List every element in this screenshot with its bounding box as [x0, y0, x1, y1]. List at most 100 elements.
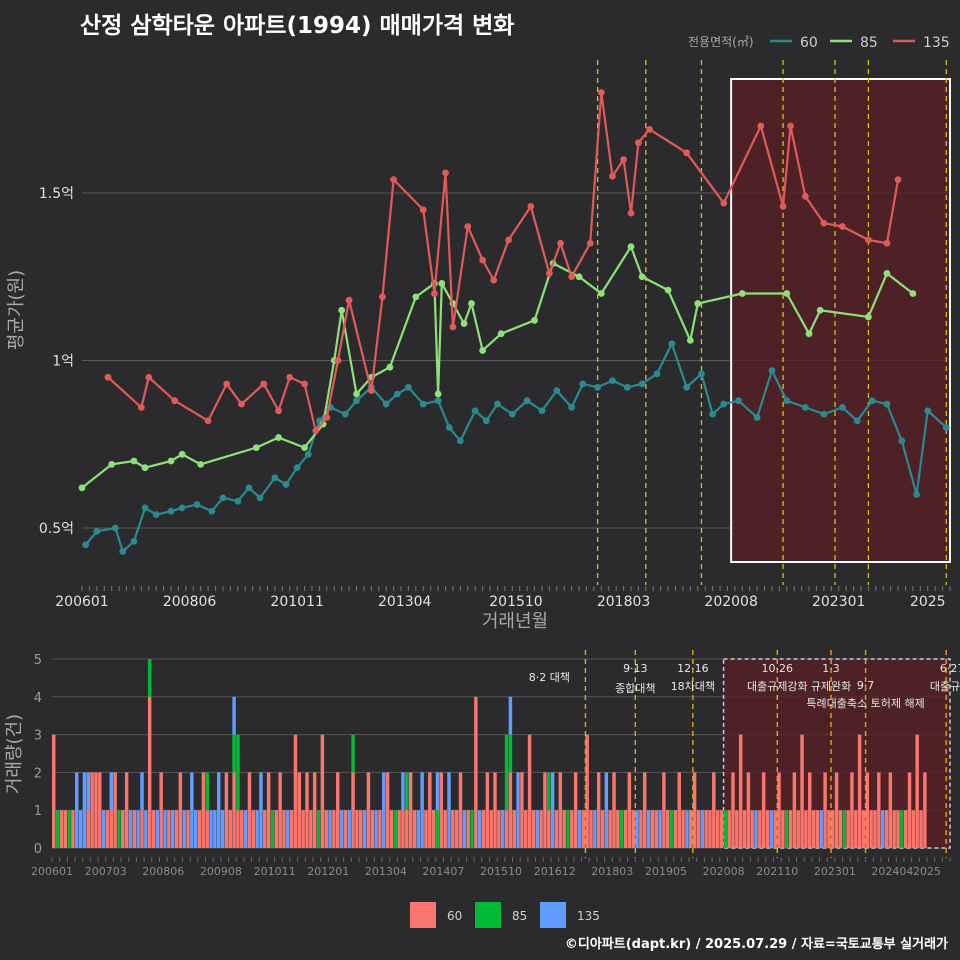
- volume-bar-85: [232, 734, 236, 773]
- volume-bar-60: [493, 772, 497, 848]
- volume-bar-135: [136, 810, 140, 848]
- data-point-60: [942, 424, 950, 431]
- data-point-135: [301, 380, 308, 388]
- volume-bar-60: [466, 810, 470, 848]
- policy-annotation: 10·26: [762, 662, 794, 675]
- volume-bar-60: [827, 810, 831, 848]
- data-point-60: [152, 511, 160, 518]
- volume-bar-135: [374, 810, 378, 848]
- volume-bar-135: [685, 810, 689, 848]
- data-point-85: [386, 363, 394, 371]
- data-point-60: [538, 407, 546, 415]
- data-point-135: [449, 323, 457, 331]
- data-point-135: [286, 373, 294, 381]
- data-point-85: [78, 484, 86, 492]
- volume-bar-60: [892, 810, 896, 848]
- volume-bar-60: [811, 810, 816, 848]
- data-point-60: [898, 437, 906, 445]
- volume-bar-60: [397, 810, 401, 848]
- volume-bar-60: [228, 810, 232, 848]
- data-point-85: [575, 273, 583, 281]
- data-point-135: [171, 397, 179, 405]
- volume-bar-60: [458, 772, 463, 848]
- volume-bar-60: [838, 810, 843, 848]
- data-point-135: [345, 296, 353, 304]
- bar-x-tick-label: 201612: [534, 865, 576, 878]
- volume-bar-60: [696, 810, 701, 848]
- volume-bar-135: [140, 772, 144, 811]
- volume-bar-60: [758, 810, 762, 848]
- data-point-135: [883, 239, 891, 247]
- data-point-60: [208, 507, 216, 515]
- volume-bar-60: [355, 810, 359, 848]
- legend-title: 전용면적(㎡): [688, 35, 754, 49]
- volume-bar-135: [477, 810, 482, 848]
- volume-bar-60: [831, 810, 835, 848]
- volume-bar-85: [435, 810, 440, 848]
- volume-bar-60: [781, 810, 785, 848]
- volume-bar-60: [266, 772, 271, 848]
- volume-bar-135: [163, 810, 167, 848]
- volume-bar-135: [535, 810, 539, 848]
- series-line-135: [107, 91, 900, 432]
- data-point-135: [442, 169, 449, 177]
- bar-x-tick-label: 202008: [703, 865, 745, 878]
- volume-bar-60: [389, 810, 394, 848]
- volume-bar-60: [750, 810, 754, 848]
- volume-bar-135: [109, 772, 114, 811]
- volume-bar-60: [531, 810, 536, 848]
- bar-x-tick-label: 201510: [480, 865, 522, 878]
- data-point-135: [312, 427, 320, 435]
- data-point-135: [464, 223, 472, 230]
- volume-bar-60: [570, 810, 574, 848]
- bar-x-tick-label: 201011: [254, 865, 296, 878]
- volume-bar-85: [405, 772, 409, 811]
- volume-bar-60: [113, 772, 117, 848]
- volume-bar-60: [903, 810, 908, 848]
- data-point-135: [379, 293, 386, 301]
- x-tick-label: 200601: [55, 594, 108, 610]
- data-point-135: [505, 236, 512, 244]
- volume-bar-60: [197, 810, 202, 848]
- data-point-85: [694, 300, 702, 307]
- volume-bar-60: [600, 810, 605, 848]
- data-point-60: [913, 491, 921, 498]
- volume-bar-60: [301, 810, 305, 848]
- volume-bar-60: [654, 810, 658, 848]
- volume-bar-60: [907, 772, 912, 848]
- volume-bar-135: [635, 810, 639, 848]
- bar-x-tick-label: 200703: [85, 865, 127, 878]
- volume-bar-85: [147, 659, 152, 697]
- footer-credit: ©디아파트(dapt.kr) / 2025.07.29 / 자료=국토교통부 실…: [564, 937, 948, 952]
- volume-bar-60: [681, 810, 685, 848]
- data-point-60: [382, 400, 390, 408]
- volume-bar-60: [815, 810, 820, 848]
- volume-bar-60: [151, 810, 156, 848]
- data-point-85: [883, 270, 891, 277]
- volume-bar-60: [554, 810, 559, 848]
- data-point-85: [816, 306, 824, 314]
- volume-bar-60: [205, 810, 209, 848]
- volume-bar-60: [236, 810, 240, 848]
- data-point-60: [482, 417, 490, 425]
- data-point-135: [720, 199, 728, 207]
- volume-bar-60: [405, 810, 409, 848]
- volume-bar-60: [401, 810, 405, 848]
- data-point-135: [620, 156, 627, 163]
- volume-bar-60: [808, 772, 812, 848]
- volume-bar-135: [593, 810, 597, 848]
- volume-bar-135: [516, 772, 520, 848]
- data-point-60: [93, 527, 101, 535]
- bar-x-tick-label: 200806: [142, 865, 184, 878]
- volume-bar-135: [754, 810, 758, 848]
- volume-bar-60: [585, 734, 589, 848]
- data-point-60: [193, 501, 201, 508]
- volume-bar-60: [408, 772, 413, 848]
- bar-legend-label-85: 85: [512, 909, 527, 923]
- volume-bar-135: [362, 810, 367, 848]
- data-point-85: [460, 320, 468, 328]
- volume-bar-60: [489, 810, 493, 848]
- volume-bar-60: [359, 810, 363, 848]
- data-point-60: [638, 380, 646, 388]
